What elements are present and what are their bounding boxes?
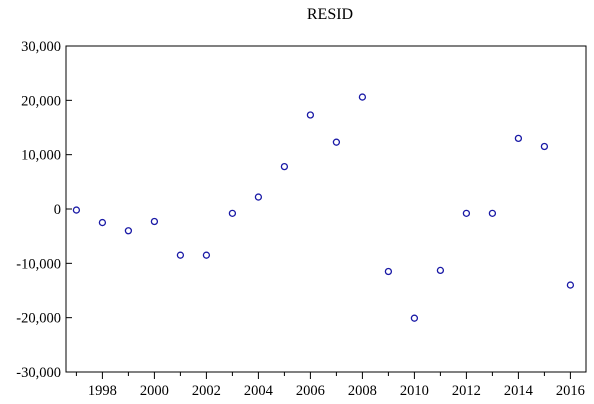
x-tick-label: 2008 (348, 383, 377, 399)
data-point (462, 209, 471, 217)
y-axis: -30,000 -20,000 -10,000 0 10,000 20,000 30,000 (16, 39, 72, 381)
y-tick-label: 10,000 (21, 148, 61, 164)
x-tick-label: 2000 (140, 383, 169, 399)
x-tick-label: 2010 (400, 383, 429, 399)
data-point (488, 209, 497, 217)
x-tick-label: 2006 (296, 383, 325, 399)
data-point (176, 251, 185, 259)
data-point (540, 142, 549, 151)
data-point (228, 209, 237, 217)
data-point (124, 227, 133, 235)
data-point (98, 218, 107, 227)
x-tick-label: 1998 (88, 383, 117, 399)
data-point (150, 217, 159, 226)
plot-frame (65, 45, 587, 373)
data-point (254, 193, 263, 201)
x-tick-label: 2002 (192, 383, 221, 399)
data-point (566, 281, 575, 289)
x-tick-label: 2014 (504, 383, 534, 399)
data-point (384, 267, 393, 276)
data-point (306, 111, 315, 119)
data-point (72, 206, 81, 214)
y-tick-label: -20,000 (16, 311, 61, 327)
data-points (72, 93, 575, 322)
data-point (436, 266, 445, 275)
x-tick-label: 2016 (556, 383, 585, 399)
data-point (410, 314, 419, 322)
data-point (280, 162, 289, 171)
y-tick-label: -10,000 (16, 256, 61, 272)
x-tick-label: 2012 (452, 383, 481, 399)
y-tick-label: 0 (54, 202, 61, 218)
y-tick-label: 20,000 (21, 93, 61, 109)
x-axis: 1998 2000 2002 2004 2006 2008 2010 2012 2014 2016 (75, 372, 585, 399)
chart-title: RESID (307, 6, 353, 23)
y-tick-label: 30,000 (21, 39, 61, 55)
data-point (514, 134, 523, 143)
x-tick-label: 2004 (244, 383, 274, 399)
data-point (202, 251, 211, 259)
data-point (332, 138, 341, 146)
y-tick-label: -30,000 (16, 365, 61, 381)
data-point (358, 93, 367, 101)
